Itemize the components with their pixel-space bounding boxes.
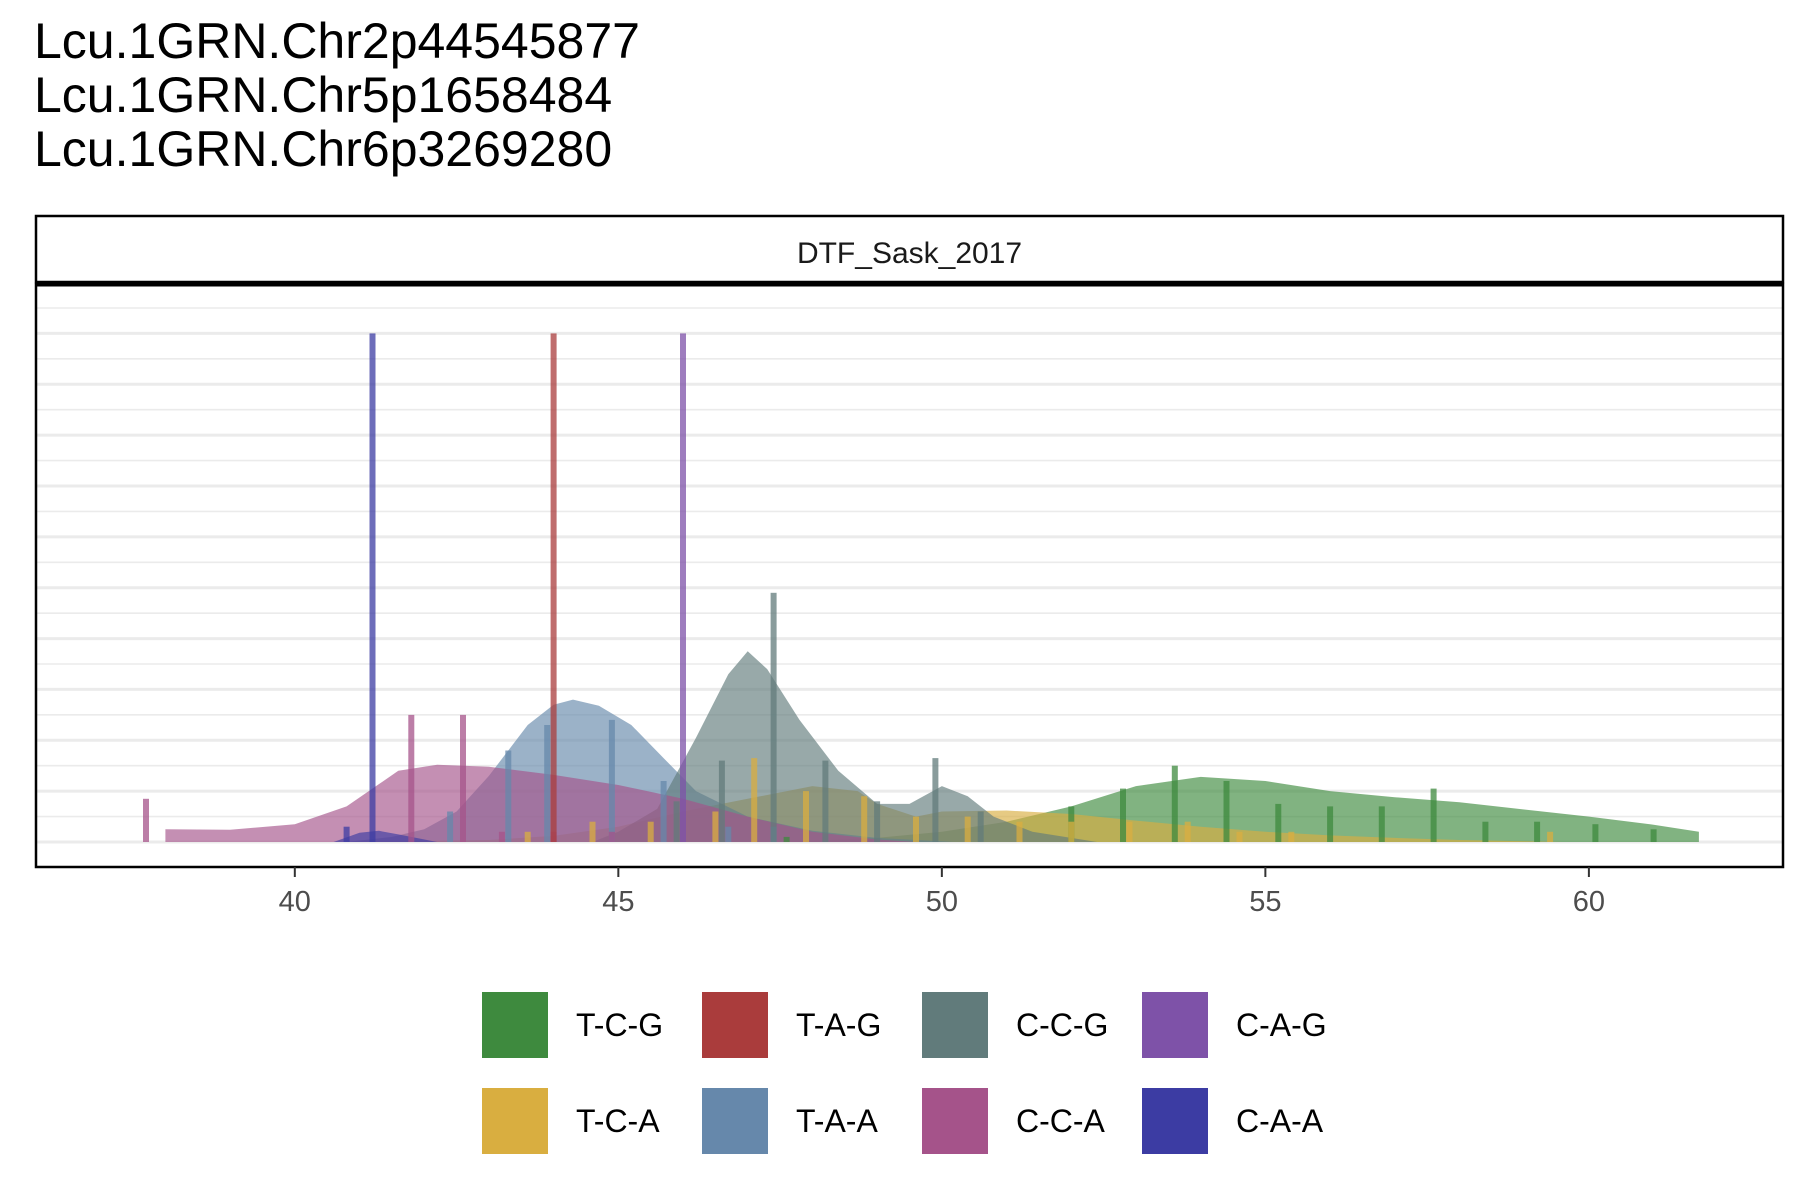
legend-label: C-C-A xyxy=(1016,1102,1105,1139)
facet-label: DTF_Sask_2017 xyxy=(797,237,1022,270)
tick-c-a-a xyxy=(343,826,350,842)
legend-label: T-A-A xyxy=(796,1102,878,1139)
x-tick-label: 60 xyxy=(1573,886,1605,918)
legend-label: C-A-G xyxy=(1236,1006,1327,1043)
tick-c-c-a xyxy=(408,714,415,842)
tick-t-c-a xyxy=(524,831,531,842)
tick-t-c-a xyxy=(1068,821,1075,842)
tick-t-c-a xyxy=(803,791,809,842)
legend-label: C-A-A xyxy=(1236,1102,1324,1139)
legend-label: T-C-G xyxy=(576,1006,664,1043)
legend-swatch xyxy=(1142,1088,1208,1154)
title-line-1: Lcu.1GRN.Chr2p44545877 xyxy=(34,13,640,69)
tick-c-c-g xyxy=(822,760,829,842)
tick-t-c-g xyxy=(1378,806,1385,842)
facet-strip-box xyxy=(34,214,1785,284)
legend-item-t-a-a: T-A-A xyxy=(702,1088,922,1154)
legend-swatch xyxy=(1142,992,1208,1058)
legend-item-t-c-a: T-C-A xyxy=(482,1088,702,1154)
tick-c-c-g xyxy=(718,760,725,842)
legend-label: T-A-G xyxy=(796,1006,882,1043)
tick-t-c-a xyxy=(1126,821,1133,842)
rug-ticks xyxy=(143,333,1657,842)
tick-t-c-g xyxy=(1275,803,1282,842)
legend-swatch xyxy=(702,1088,768,1154)
legend: T-C-G T-A-G C-C-G C-A-G T-C-A T-A-A C-C-A C-A-A xyxy=(482,992,1362,1154)
tick-t-c-g xyxy=(1534,821,1541,842)
legend-item-c-a-a: C-A-A xyxy=(1142,1088,1362,1154)
tick-t-c-g xyxy=(1650,829,1657,842)
tick-t-c-a xyxy=(1236,831,1243,842)
tick-t-c-a xyxy=(1547,831,1554,842)
legend-item-t-c-g: T-C-G xyxy=(482,992,702,1058)
tick-c-c-g xyxy=(874,801,881,842)
tick-t-c-a xyxy=(1288,831,1295,842)
tick-t-c-a xyxy=(913,816,919,842)
tick-c-a-g xyxy=(680,333,686,842)
tick-c-c-g xyxy=(977,811,984,842)
tick-c-c-a xyxy=(460,714,466,842)
tick-t-c-g xyxy=(1223,781,1230,842)
legend-swatch xyxy=(702,992,768,1058)
legend-swatch xyxy=(922,1088,988,1154)
tick-t-c-a xyxy=(1184,821,1191,842)
tick-t-a-a xyxy=(544,725,551,842)
legend-item-c-a-g: C-A-G xyxy=(1142,992,1362,1058)
tick-t-c-g xyxy=(1430,788,1437,842)
panel-background xyxy=(36,284,1783,867)
legend-label: T-C-A xyxy=(576,1102,660,1139)
legend-label: C-C-G xyxy=(1016,1006,1109,1043)
legend-swatch xyxy=(482,1088,548,1154)
tick-t-c-a xyxy=(861,796,868,842)
tick-c-c-a xyxy=(143,798,149,842)
tick-c-c-a xyxy=(608,831,615,842)
x-tick-label: 55 xyxy=(1249,886,1281,918)
tick-c-c-g xyxy=(673,801,680,842)
legend-swatch xyxy=(922,992,988,1058)
tick-c-a-a xyxy=(369,333,376,842)
tick-t-c-a xyxy=(751,758,758,842)
tick-t-a-a xyxy=(608,719,615,842)
legend-swatch xyxy=(482,992,548,1058)
x-tick-label: 45 xyxy=(602,886,634,918)
gridlines xyxy=(36,307,1783,844)
tick-c-c-a xyxy=(498,831,505,842)
tick-t-c-g xyxy=(1482,821,1489,842)
legend-item-c-c-a: C-C-A xyxy=(922,1088,1142,1154)
x-axis: 40 45 50 55 60 xyxy=(279,867,1605,918)
tick-t-a-g xyxy=(550,333,557,842)
tick-c-c-g xyxy=(932,758,939,842)
tick-t-c-a xyxy=(712,811,719,842)
legend-item-t-a-g: T-A-G xyxy=(702,992,922,1058)
tick-t-c-g xyxy=(783,836,790,842)
tick-t-a-a xyxy=(660,781,667,842)
tick-t-c-a xyxy=(964,816,971,842)
x-tick-label: 40 xyxy=(279,886,311,918)
tick-t-c-a xyxy=(589,821,596,842)
tick-t-a-a xyxy=(505,750,512,842)
facet-strip: DTF_Sask_2017 xyxy=(34,214,1785,284)
tick-t-c-a xyxy=(647,821,654,842)
legend-item-c-c-g: C-C-G xyxy=(922,992,1142,1058)
title-line-3: Lcu.1GRN.Chr6p3269280 xyxy=(34,121,613,177)
tick-t-a-a xyxy=(447,811,454,842)
tick-t-c-g xyxy=(1171,765,1178,842)
chart-title: Lcu.1GRN.Chr2p44545877 Lcu.1GRN.Chr5p165… xyxy=(34,14,640,176)
tick-t-c-g xyxy=(1592,824,1599,842)
density-areas xyxy=(165,651,1699,842)
tick-t-c-g xyxy=(1120,788,1126,842)
tick-t-c-g xyxy=(1327,806,1334,842)
tick-c-c-g xyxy=(770,592,777,842)
density-c-c-a xyxy=(165,764,916,842)
tick-t-a-a xyxy=(725,826,732,842)
title-line-2: Lcu.1GRN.Chr5p1658484 xyxy=(34,67,613,123)
density-c-c-g xyxy=(592,651,1098,842)
x-tick-label: 50 xyxy=(926,886,958,918)
tick-t-c-a xyxy=(1016,821,1023,842)
